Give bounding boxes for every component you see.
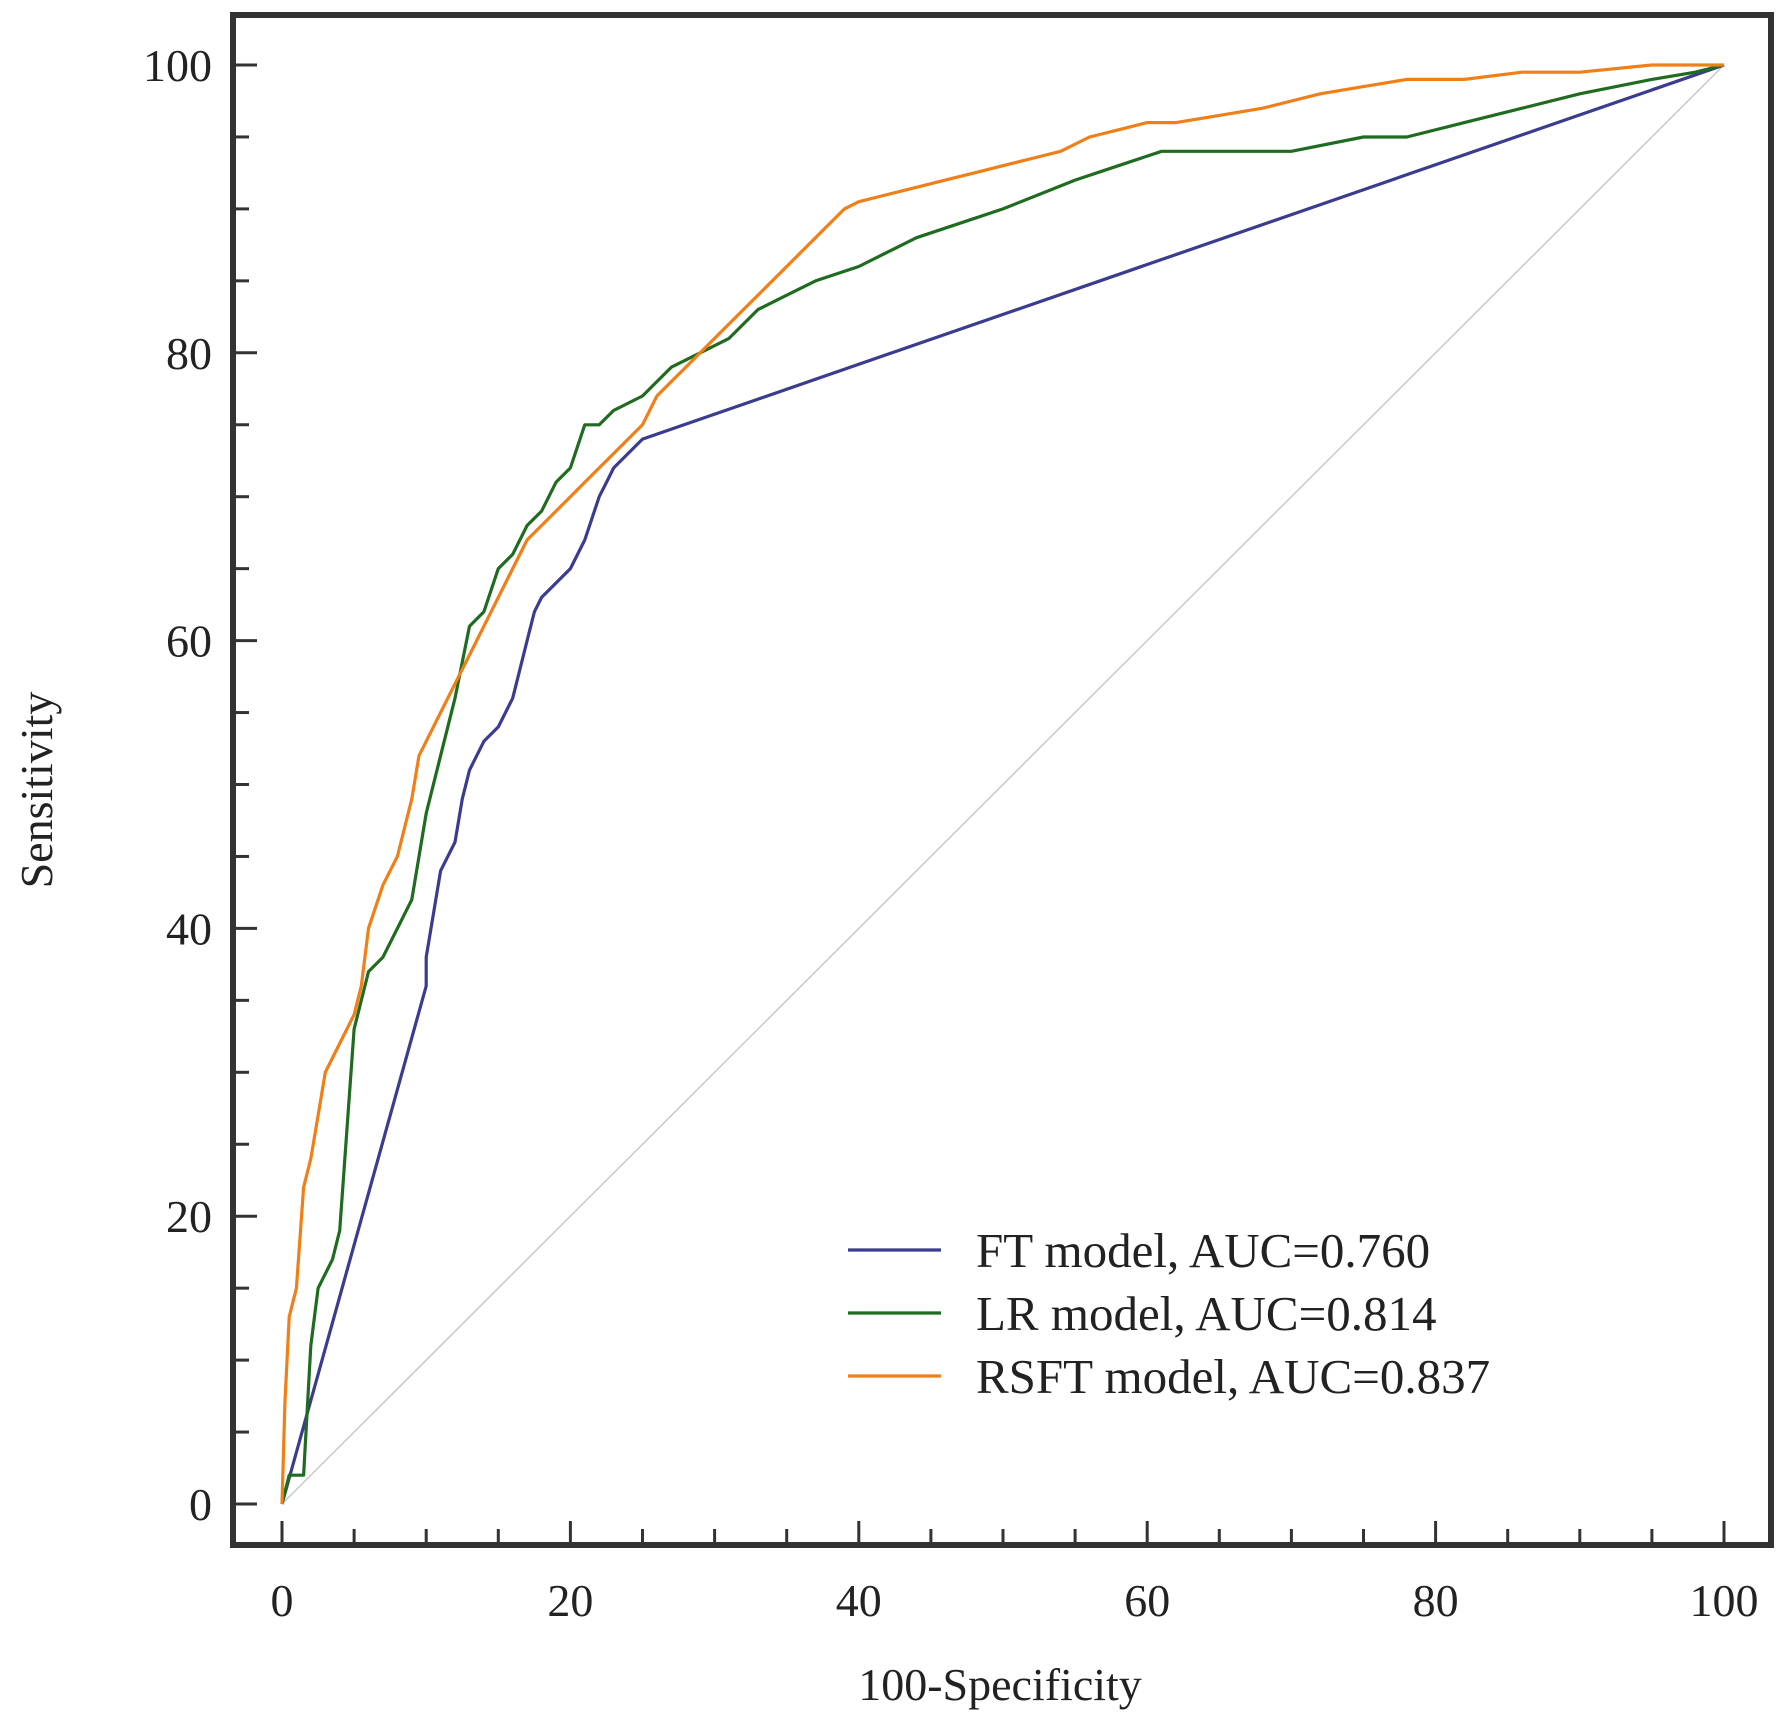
y-axis-title: Sensitivity	[11, 692, 62, 889]
x-tick-label: 100	[1690, 1575, 1759, 1626]
reference-diagonal	[281, 64, 1725, 1505]
y-tick-label: 20	[166, 1191, 212, 1242]
tick-layer	[233, 63, 1726, 1545]
y-tick-label: 100	[143, 40, 212, 91]
y-tick-label: 40	[166, 903, 212, 954]
legend-label-ft-model: FT model, AUC=0.760	[976, 1223, 1430, 1278]
y-tick-label: 80	[166, 328, 212, 379]
x-axis-title: 100-Specificity	[858, 1659, 1142, 1710]
x-tick-label: 40	[836, 1575, 882, 1626]
x-tick-label: 60	[1124, 1575, 1170, 1626]
x-tick-label: 0	[271, 1575, 294, 1626]
series-line-lr-model	[280, 63, 1725, 1505]
legend-label-lr-model: LR model, AUC=0.814	[976, 1286, 1436, 1341]
series-line-rsft-model	[280, 63, 1724, 1505]
y-tick-label: 0	[189, 1479, 212, 1530]
y-tick-label: 60	[166, 616, 212, 667]
x-tick-label: 80	[1413, 1575, 1459, 1626]
legend: FT model, AUC=0.760 LR model, AUC=0.814 RS…	[848, 1223, 1490, 1404]
tick-label-layer: 0 20 40 60 80 100 0 20 40 60 80 100	[143, 40, 1759, 1626]
series-layer	[280, 63, 1725, 1505]
x-tick-label: 20	[547, 1575, 593, 1626]
reference-line-layer	[281, 64, 1725, 1505]
legend-label-rsft-model: RSFT model, AUC=0.837	[976, 1349, 1490, 1404]
series-line-ft-model	[280, 63, 1725, 1505]
